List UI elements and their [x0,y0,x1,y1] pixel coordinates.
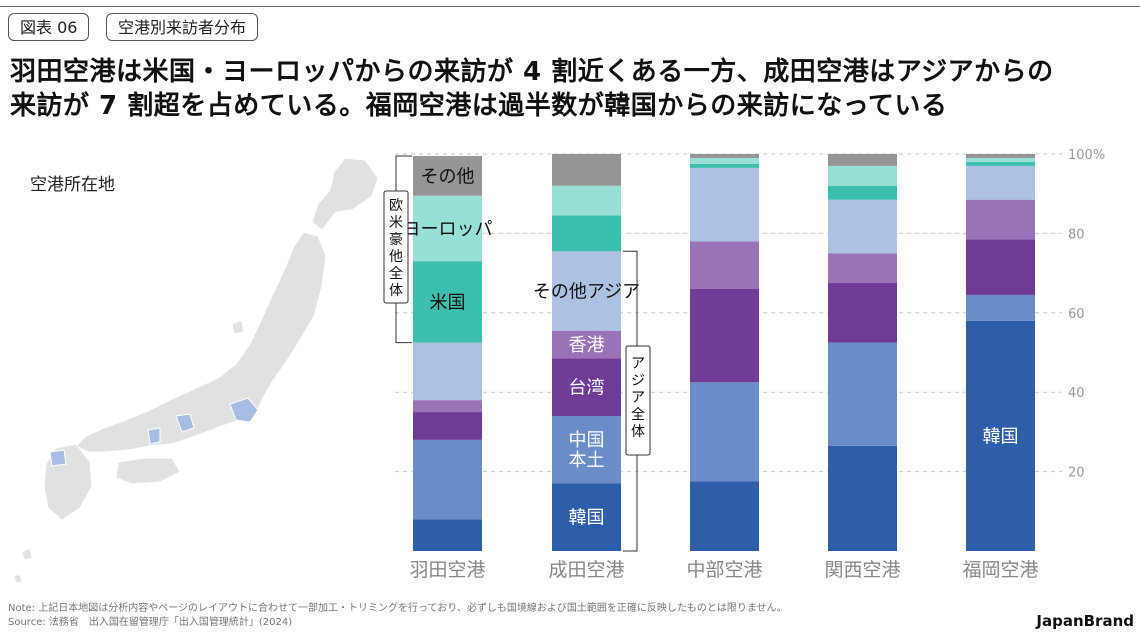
bar-1-ヨーロッパ [552,185,621,216]
source-text: Source: 法務省 出入国在留管理庁「出入国管理統計」(2024) [8,617,293,628]
bar-2-米国 [690,163,759,168]
bar-3-その他 [828,154,897,166]
brand-logo: JapanBrand [1036,612,1134,630]
bar-0-中国本土 [413,439,482,520]
footer-notes: Note: 上記日本地図は分析内容やページのレイアウトに合わせて一部加工・トリミ… [8,602,787,630]
figure-number-tag: 図表 06 [8,13,90,41]
x-label-福岡空港: 福岡空港 [962,559,1038,581]
bar-0-台湾 [413,412,482,440]
bar-4-その他アジア [966,165,1035,200]
segment-label-1-中国本土-1: 本土 [569,450,605,471]
bar-4-ヨーロッパ [966,157,1035,162]
bar-4-中国本土 [966,294,1035,321]
note-text: Note: 上記日本地図は分析内容やページのレイアウトに合わせて一部加工・トリミ… [8,603,787,614]
bar-3-中国本土 [828,342,897,446]
bar-0-香港 [413,400,482,413]
map-highlight-kansai [147,427,161,445]
bar-4-米国 [966,161,1035,166]
bar-3-米国 [828,185,897,200]
y-tick-100: 100% [1068,148,1105,163]
bracket-western-char-5: 体 [389,283,403,299]
bracket-western-char-4: 全 [389,265,403,282]
bracket-asia-box [625,345,651,456]
segment-label-1-その他アジア: その他アジア [533,281,640,302]
segment-label-1-韓国: 韓国 [569,508,605,529]
bar-4-香港 [966,199,1035,240]
y-tick-60: 60 [1068,307,1085,322]
segment-label-0-米国: 米国 [430,292,466,313]
map-highlight-fukuoka [49,449,67,467]
map-hokkaido [311,157,379,231]
headline-line-1: 羽田空港は米国・ヨーロッパからの来訪が 4 割近くある一方、成田空港はアジアから… [10,57,1054,87]
bar-2-その他アジア [690,167,759,242]
segment-label-0-その他: その他 [421,166,475,187]
segment-label-0-ヨーロッパ: ヨーロッパ [403,219,493,240]
bracket-western-char-3: 他 [389,249,403,265]
map-island-south [21,547,33,561]
bar-3-ヨーロッパ [828,165,897,186]
segment-label-1-中国本土-0: 中国 [569,430,605,451]
bracket-asia-char-0: ア [631,356,645,372]
segment-label-1-台湾: 台湾 [569,378,605,399]
segment-label-4-韓国: 韓国 [983,426,1019,447]
y-tick-80: 80 [1068,227,1085,242]
bar-3-台湾 [828,283,897,343]
segment-label-1-香港: 香港 [569,335,605,356]
x-label-成田空港: 成田空港 [548,559,624,581]
map-honshu [75,231,327,453]
bar-1-その他 [552,154,621,186]
bracket-asia-char-1: ジ [631,373,645,389]
bar-2-中国本土 [690,382,759,482]
bar-2-韓国 [690,481,759,551]
bar-0-米国 [413,261,482,343]
bar-3-韓国 [828,445,897,551]
bracket-asia-char-4: 体 [631,424,645,440]
bracket-asia-char-3: 全 [631,406,645,423]
bar-0-韓国 [413,519,482,551]
bar-2-その他 [690,154,759,158]
bar-0-その他 [413,155,482,196]
headline: 羽田空港は米国・ヨーロッパからの来訪が 4 割近くある一方、成田空港はアジアから… [10,55,1054,123]
japan-map [13,157,379,584]
map-label: 空港所在地 [30,175,115,195]
bar-2-ヨーロッパ [690,157,759,164]
bracket-western-char-0: 欧 [389,198,403,214]
bracket-asia-char-2: ア [631,390,645,406]
x-label-関西空港: 関西空港 [824,559,900,581]
x-label-中部空港: 中部空港 [686,559,762,581]
top-rule [0,6,1140,7]
bar-1-その他アジア [552,251,621,331]
map-island-south-2 [13,573,23,584]
bracket-western-char-2: 豪 [389,232,403,248]
bar-2-台湾 [690,288,759,383]
bar-4-韓国 [966,320,1035,551]
map-sado [231,319,245,335]
bar-1-米国 [552,215,621,252]
map-shikoku [115,457,181,485]
subject-tag: 空港別来訪者分布 [106,13,259,41]
bracket-western-char-1: 米 [389,215,403,231]
bar-4-台湾 [966,239,1035,295]
map-highlight-chubu [175,413,195,433]
bar-4-その他 [966,154,1035,158]
bar-1-香港 [552,330,621,359]
bar-0-その他アジア [413,342,482,401]
bar-3-香港 [828,253,897,284]
x-label-羽田空港: 羽田空港 [409,559,485,581]
bar-3-その他アジア [828,199,897,254]
headline-line-2: 来訪が 7 割超を占めている。福岡空港は過半数が韓国からの来訪になっている [10,91,948,121]
bar-1-韓国 [552,483,621,551]
bar-0-ヨーロッパ [413,195,482,262]
y-tick-40: 40 [1068,386,1085,401]
bar-2-香港 [690,241,759,289]
bracket-western-box [383,190,409,304]
map-highlight-kanto [229,397,259,423]
bar-1-中国本土 [552,416,621,484]
bar-1-台湾 [552,358,621,417]
y-tick-20: 20 [1068,466,1085,481]
